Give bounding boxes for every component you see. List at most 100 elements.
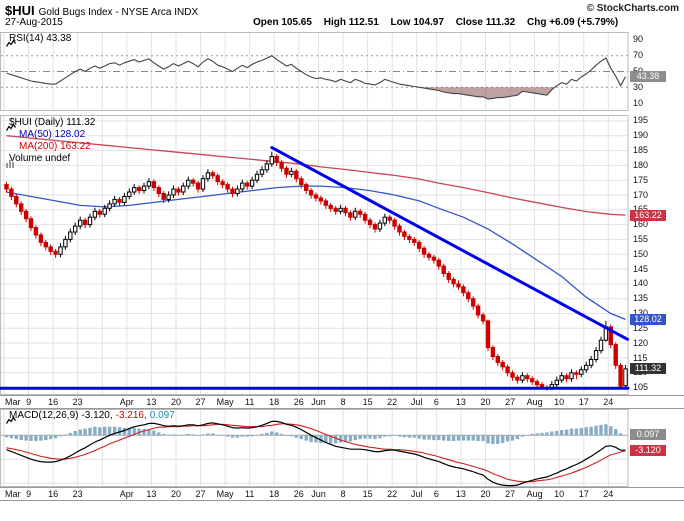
x-tick-label: 9 <box>26 489 32 499</box>
y-axis-label: 160 <box>633 219 649 230</box>
ma50-legend: MA(50) 128.02 <box>19 129 86 140</box>
price-legend-main: $HUI (Daily) 111.32 <box>9 117 96 128</box>
high-value: 112.51 <box>348 17 379 28</box>
x-tick-label: 20 <box>170 489 182 499</box>
x-tick-label: 20 <box>480 397 491 407</box>
x-tick-label: Jul <box>410 489 423 499</box>
y-axis-label: 165 <box>633 205 648 214</box>
y-axis-label: 115 <box>633 352 648 363</box>
y-axis-label: 10 <box>633 97 644 108</box>
x-tick-label: Aug <box>526 489 543 499</box>
macd-legend: MACD(12,26,9) -3.120, -3.216, 0.097 <box>6 410 175 424</box>
x-tick-label: Jun <box>311 397 326 407</box>
volume-legend: Volume undef <box>9 153 71 164</box>
x-tick-label: 6 <box>433 489 439 499</box>
x-tick-label: Mar <box>5 397 21 407</box>
rsi-panel-plot <box>0 32 629 111</box>
price-legend: $HUI (Daily) 111.32 MA(50) 128.02 MA(200… <box>6 117 96 168</box>
x-tick-label: 13 <box>455 397 466 407</box>
open-value: 105.65 <box>281 17 312 28</box>
ma200-value-badge: 163.22 <box>630 209 666 221</box>
y-axis-label: 180 <box>633 159 649 170</box>
x-tick-label: 10 <box>554 489 565 499</box>
y-axis-label: 125 <box>633 322 649 333</box>
price-panel-plot <box>0 115 630 395</box>
macd-value-badge: -3.120 <box>630 444 666 456</box>
y-axis-label: 155 <box>633 233 649 244</box>
x-tick-label: 15 <box>362 489 373 499</box>
macd-hist-value: 0.097 <box>149 410 175 421</box>
high-label: High <box>323 17 346 28</box>
low-value: 104.97 <box>413 17 444 28</box>
x-tick-label: Apr <box>119 397 134 407</box>
x-tick-label: 24 <box>603 489 614 499</box>
macd-legend-label: MACD(12,26,9) <box>9 410 79 421</box>
y-axis-label: 195 <box>633 115 649 126</box>
close-value: 111.32 <box>485 17 516 28</box>
y-axis-label: 175 <box>633 174 649 185</box>
ma50-value-badge: 128.02 <box>630 313 666 325</box>
x-tick-label: 8 <box>340 489 346 499</box>
ma200-legend: MA(200) 163.22 <box>19 141 91 152</box>
x-tick-label: 16 <box>48 489 59 499</box>
open-label: Open <box>253 17 279 28</box>
x-tick-label: 27 <box>505 489 516 499</box>
x-tick-label: 17 <box>578 489 589 499</box>
x-tick-label: 6 <box>433 397 439 407</box>
x-tick-label: 16 <box>48 397 59 407</box>
x-tick-label: 20 <box>480 489 491 499</box>
y-axis-label: 135 <box>633 293 649 304</box>
close-label: Close <box>455 17 483 28</box>
x-tick-label: 11 <box>245 489 255 499</box>
chart-header: $HUI Gold Bugs Index - NYSE Arca INDX © S… <box>5 2 679 18</box>
x-tick-label: 15 <box>362 397 373 407</box>
y-axis-label: 150 <box>633 248 649 259</box>
x-tick-label: 26 <box>293 489 304 499</box>
macd-signal-value: -3.216, <box>115 410 147 421</box>
x-tick-label: 22 <box>387 397 398 407</box>
macd-hist-badge: 0.097 <box>630 429 666 441</box>
macd-panel-plot <box>0 409 629 487</box>
x-tick-label: 13 <box>455 489 466 499</box>
y-axis-label: 170 <box>633 189 649 200</box>
y-axis-label: 145 <box>633 263 649 274</box>
x-tick-label: Jul <box>410 397 423 407</box>
chg-label: Chg <box>526 17 547 28</box>
x-tick-label: 18 <box>269 397 280 407</box>
chg-value: +6.09 (+5.79%) <box>549 17 619 28</box>
x-tick-label: 11 <box>245 397 255 407</box>
x-axis-top: Mar 9 16 23 Apr 13 20 27 May 11 18 26 Jun 8 15 22 Jul 6 13… <box>0 395 684 409</box>
x-tick-label: 13 <box>146 489 157 499</box>
y-axis-label: 70 <box>633 50 644 61</box>
symbol: $HUI <box>5 3 35 18</box>
x-tick-label: 8 <box>340 397 346 407</box>
y-axis-label: 130 <box>633 309 648 318</box>
y-axis-label: 190 <box>633 130 649 141</box>
rsi-legend: RSI(14) 43.38 <box>6 33 71 47</box>
y-axis-label: 105 <box>633 382 649 393</box>
x-tick-label: May <box>216 489 234 499</box>
x-tick-label: 9 <box>26 397 32 407</box>
x-tick-label: 27 <box>505 397 516 407</box>
x-tick-label: 27 <box>195 397 206 407</box>
macd-value: -3.120, <box>81 410 113 421</box>
x-axis-bottom: Mar 9 16 23 Apr 13 20 27 May 11 18 26 Jun 8 15 22 Jul 6 13… <box>0 487 684 501</box>
y-axis-label: 120 <box>633 337 649 348</box>
y-axis-label: 90 <box>633 34 644 45</box>
x-tick-label: 27 <box>195 489 206 499</box>
x-tick-label: May <box>216 397 234 407</box>
y-axis-label: 140 <box>633 278 649 289</box>
quote-header: 27-Aug-2015 Open 105.65 High 112.51 Low … <box>5 17 679 30</box>
rsi-value-badge: 43.38 <box>630 71 666 83</box>
x-tick-label: 18 <box>269 489 280 499</box>
x-tick-label: 22 <box>387 489 398 499</box>
last-price-badge: 111.32 <box>630 363 666 375</box>
x-tick-label: 26 <box>293 397 304 407</box>
x-tick-label: Aug <box>526 397 543 407</box>
x-tick-label: Mar <box>5 489 21 499</box>
chart-title: Gold Bugs Index - NYSE Arca INDX <box>38 7 199 18</box>
copyright: © StockCharts.com <box>586 3 679 14</box>
x-tick-label: 17 <box>578 397 589 407</box>
y-axis-label: 185 <box>633 145 649 156</box>
